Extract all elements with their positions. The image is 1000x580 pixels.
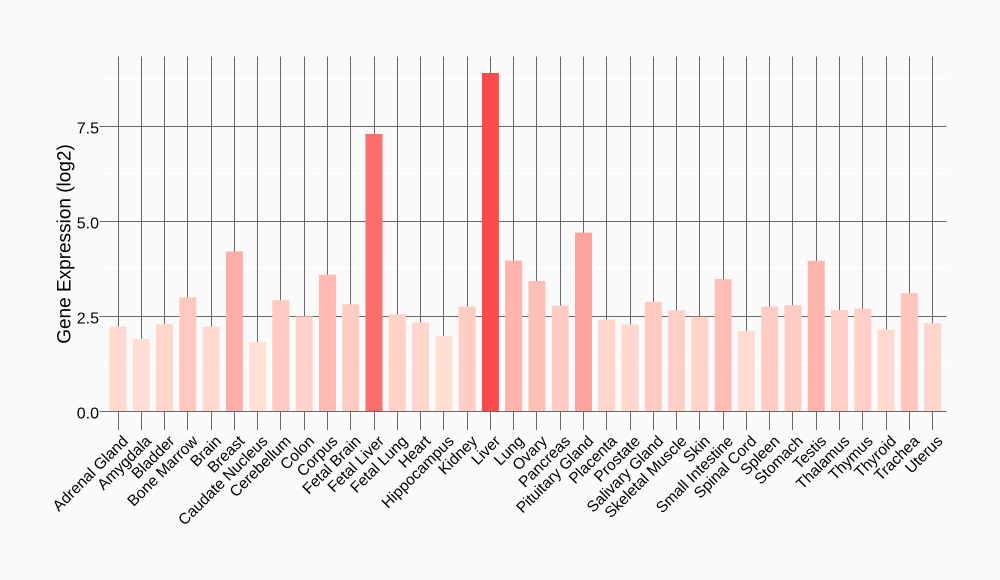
svg-text:0.0: 0.0 xyxy=(77,406,99,423)
svg-text:5.0: 5.0 xyxy=(77,216,99,233)
svg-text:2.5: 2.5 xyxy=(77,311,99,328)
svg-text:7.5: 7.5 xyxy=(77,121,99,138)
svg-text:Gene Expression (log2): Gene Expression (log2) xyxy=(55,144,76,344)
